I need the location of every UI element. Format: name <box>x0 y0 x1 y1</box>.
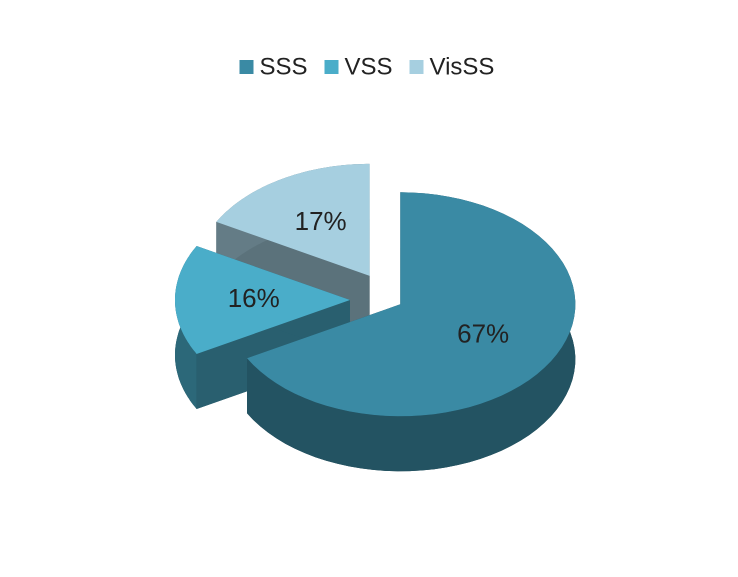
data-label: 17% <box>295 206 347 236</box>
slice <box>175 246 350 354</box>
slice <box>247 192 576 417</box>
legend-label: VSS <box>345 53 393 80</box>
legend-swatch <box>239 60 254 74</box>
legend-swatch <box>409 60 424 74</box>
slice <box>216 163 370 276</box>
data-label: 16% <box>228 283 280 313</box>
legend-label: VisSS <box>430 53 495 80</box>
data-label: 67% <box>457 319 509 349</box>
legend-swatch <box>324 60 339 74</box>
legend-label: SSS <box>260 53 308 80</box>
